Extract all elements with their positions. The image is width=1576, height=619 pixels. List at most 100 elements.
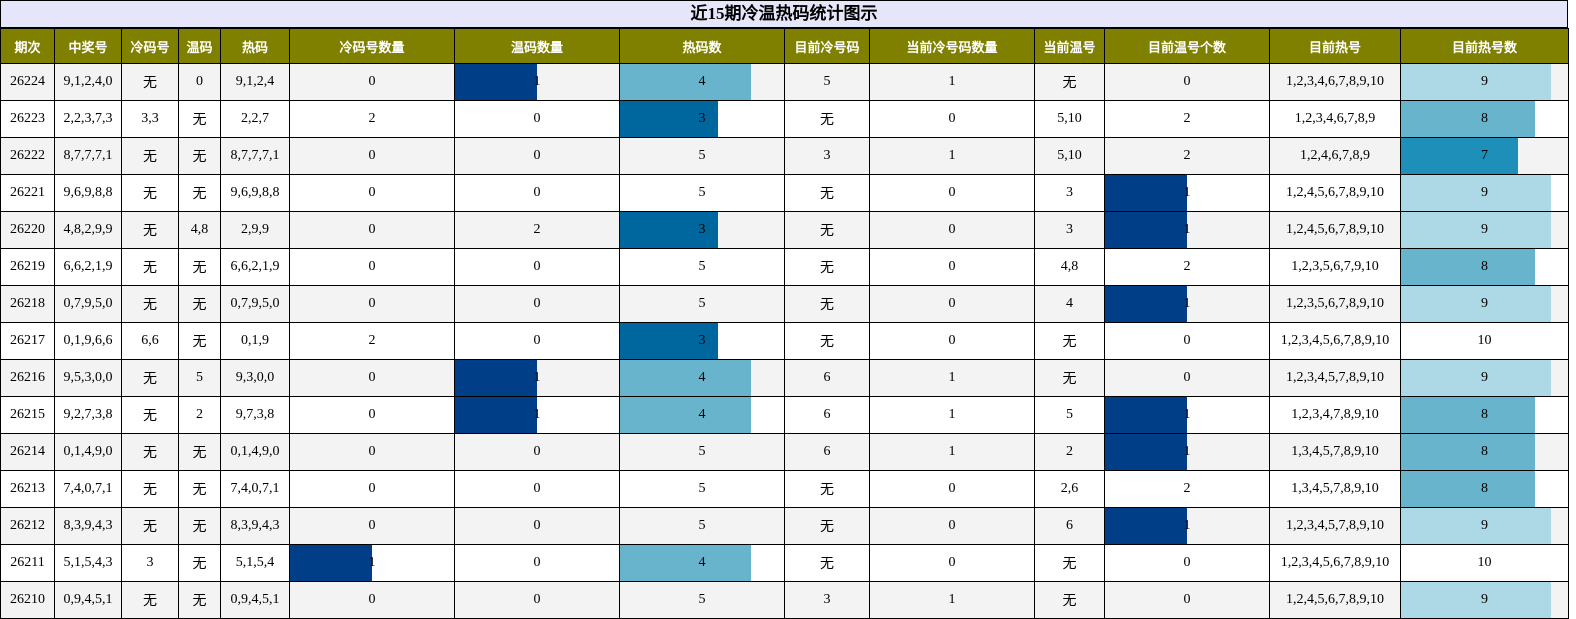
cell-cold-code: 3,3 — [121, 100, 179, 138]
table-row: 26222 8,7,7,7,1 无 无 8,7,7,7,1 0 0 5 3 1 5,10 2 1,2,4… — [0, 137, 1569, 175]
cell-warm-code: 无 — [178, 285, 221, 323]
cell-value: 0 — [533, 444, 541, 459]
cell-value: 2 — [196, 407, 203, 422]
cell-value: 8 — [1481, 444, 1488, 459]
header-col-cold-count: 冷码号数量 — [289, 28, 455, 64]
cell-value: 26213 — [10, 481, 45, 496]
cell-value: 10 — [1477, 333, 1492, 348]
cell-period: 26217 — [0, 322, 55, 360]
header-col-warm-code: 温码 — [178, 28, 221, 64]
cell-current-cold: 3 — [784, 581, 870, 619]
table-row: 26220 4,8,2,9,9 无 4,8 2,9,9 0 2 3 无 0 3 1 1,2,4,5,6,… — [0, 211, 1569, 249]
cell-value: 8 — [1481, 407, 1488, 422]
cell-period: 26213 — [0, 470, 55, 508]
cell-value: 8 — [1481, 259, 1488, 274]
cell-warm-code: 5 — [178, 359, 221, 397]
count-bar — [1401, 249, 1535, 285]
cell-cold-code: 无 — [121, 174, 179, 212]
cell-winning-number: 9,1,2,4,0 — [54, 63, 122, 101]
header-col-current-warm: 当前温号 — [1034, 28, 1105, 64]
count-bar — [1401, 212, 1552, 248]
cell-value: 1,2,3,4,5,6,7,8,9,10 — [1280, 555, 1390, 570]
cell-warm-count: 0 — [454, 581, 620, 619]
cell-value: 无 — [192, 297, 207, 313]
cell-value: 9,2,7,3,8 — [63, 407, 113, 422]
cell-value: 9 — [1481, 222, 1488, 237]
cell-current-warm-count: 1 — [1104, 507, 1270, 545]
cell-cold-code: 无 — [121, 581, 179, 619]
cell-value: 2 — [1183, 481, 1191, 496]
cell-cold-code: 无 — [121, 63, 179, 101]
cell-value: 0 — [368, 185, 376, 200]
cell-warm-code: 无 — [178, 470, 221, 508]
cell-warm-code: 无 — [178, 100, 221, 138]
cell-cold-count: 2 — [289, 322, 455, 360]
cell-value: 0 — [196, 74, 203, 89]
cell-period: 26211 — [0, 544, 55, 582]
cell-value: 1 — [533, 74, 541, 89]
cell-winning-number: 9,2,7,3,8 — [54, 396, 122, 434]
cell-value: 5 — [823, 74, 831, 89]
cell-cold-code: 3 — [121, 544, 179, 582]
cell-cold-count: 1 — [289, 544, 455, 582]
cell-period: 26222 — [0, 137, 55, 175]
count-bar — [1401, 434, 1535, 470]
cell-value: 0 — [533, 592, 541, 607]
cell-current-warm-count: 0 — [1104, 359, 1270, 397]
cell-value: 无 — [820, 297, 834, 313]
cell-current-cold: 6 — [784, 396, 870, 434]
cell-value: 无 — [820, 260, 834, 276]
cell-value: 5 — [698, 592, 706, 607]
table-row: 26211 5,1,5,4,3 3 无 5,1,5,4 1 0 4 无 0 无 0 1,2,3,4,5,… — [0, 544, 1569, 582]
cell-value: 3 — [823, 592, 831, 607]
cell-value: 1 — [948, 444, 956, 459]
cell-current-cold: 6 — [784, 359, 870, 397]
cell-value: 2 — [368, 333, 376, 348]
cell-value: 2,2,7 — [241, 111, 269, 126]
cell-current-warm-count: 1 — [1104, 285, 1270, 323]
cell-current-cold-count: 1 — [869, 396, 1035, 434]
cell-hot-count: 3 — [619, 100, 785, 138]
cell-value: 0 — [1183, 555, 1191, 570]
cell-hot-code: 5,1,5,4 — [220, 544, 290, 582]
cell-value: 6,6 — [141, 333, 159, 348]
cell-current-warm-count: 0 — [1104, 581, 1270, 619]
cell-warm-count: 0 — [454, 137, 620, 175]
cell-hot-code: 0,1,4,9,0 — [220, 433, 290, 471]
cell-cold-code: 无 — [121, 507, 179, 545]
cell-period: 26223 — [0, 100, 55, 138]
cell-value: 无 — [1062, 75, 1077, 91]
cell-current-cold: 无 — [784, 544, 870, 582]
cell-current-warm-count: 0 — [1104, 322, 1270, 360]
cell-warm-code: 无 — [178, 248, 221, 286]
cell-winning-number: 6,6,2,1,9 — [54, 248, 122, 286]
count-bar — [1401, 101, 1535, 137]
cell-current-warm: 4 — [1034, 285, 1105, 323]
cell-value: 5,10 — [1057, 111, 1082, 126]
cell-current-hot: 1,2,4,5,6,7,8,9,10 — [1269, 174, 1401, 212]
cell-value: 0,1,9 — [241, 333, 269, 348]
cell-value: 1,2,4,5,6,7,8,9,10 — [1286, 592, 1384, 607]
cell-warm-count: 0 — [454, 100, 620, 138]
cell-value: 0 — [533, 111, 541, 126]
cell-period: 26220 — [0, 211, 55, 249]
cell-value: 26211 — [10, 555, 45, 570]
cell-value: 1 — [1183, 222, 1191, 237]
cell-value: 26218 — [10, 296, 45, 311]
cell-value: 26224 — [10, 74, 45, 89]
cell-current-warm-count: 1 — [1104, 396, 1270, 434]
cell-current-hot-count: 8 — [1400, 100, 1569, 138]
cell-period: 26224 — [0, 63, 55, 101]
table-row: 26212 8,3,9,4,3 无 无 8,3,9,4,3 0 0 5 无 0 6 1 1,2,3,4,… — [0, 507, 1569, 545]
cell-value: 2 — [1183, 148, 1191, 163]
count-bar — [1401, 397, 1535, 433]
cell-value: 3 — [1066, 222, 1073, 237]
cell-hot-code: 9,6,9,8,8 — [220, 174, 290, 212]
cell-warm-count: 2 — [454, 211, 620, 249]
count-bar — [620, 101, 719, 137]
cell-value: 9 — [1481, 185, 1488, 200]
cell-value: 4 — [698, 407, 706, 422]
cell-value: 9,1,2,4,0 — [63, 74, 113, 89]
cell-value: 无 — [192, 149, 207, 165]
